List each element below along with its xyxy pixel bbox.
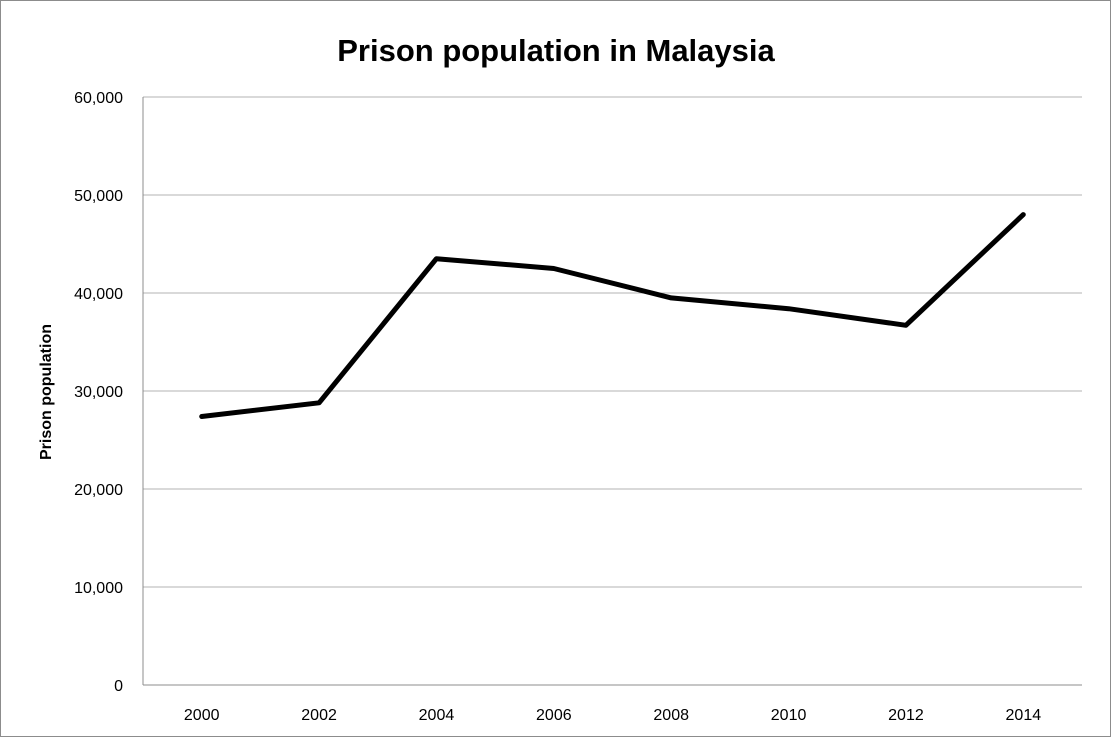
x-tick-label: 2008 <box>653 707 689 724</box>
y-tick-label: 0 <box>114 678 123 695</box>
y-tick-label: 10,000 <box>74 580 123 597</box>
x-tick-label: 2014 <box>1006 707 1042 724</box>
x-tick-label: 2012 <box>888 707 924 724</box>
y-tick-label: 60,000 <box>74 90 123 107</box>
series-lines <box>199 212 1026 419</box>
y-tick-label: 20,000 <box>74 482 123 499</box>
x-tick-label: 2010 <box>771 707 807 724</box>
x-tick-label: 2000 <box>184 707 220 724</box>
y-tick-label: 50,000 <box>74 188 123 205</box>
x-tick-labels: 2000 2002 2004 2006 2008 2010 2012 2014 <box>184 707 1041 724</box>
chart-title: Prison population in Malaysia <box>337 33 775 68</box>
x-tick-label: 2004 <box>419 707 455 724</box>
x-tick-label: 2006 <box>536 707 572 724</box>
y-tick-label: 40,000 <box>74 286 123 303</box>
series-line <box>199 212 1026 419</box>
y-tick-labels: 0 10,000 20,000 30,000 40,000 50,000 60,000 <box>74 90 123 695</box>
y-tick-label: 30,000 <box>74 384 123 401</box>
y-axis-label: Prison population <box>38 324 55 460</box>
grid-lines <box>142 96 1082 686</box>
x-tick-label: 2002 <box>301 707 337 724</box>
